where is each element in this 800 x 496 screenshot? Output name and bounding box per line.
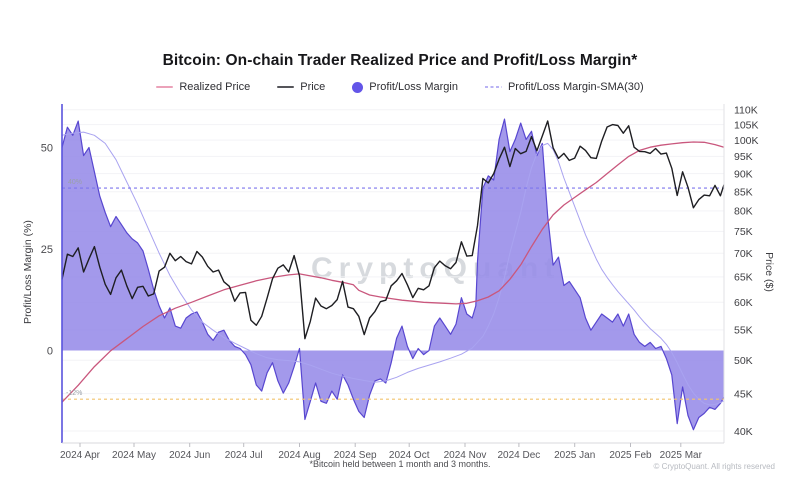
right-axis-tick: 110K	[734, 105, 758, 117]
right-axis-tick: 55K	[734, 325, 753, 337]
reference-line-label-neg12pct: -12%	[66, 390, 83, 397]
right-axis-tick: 50K	[734, 355, 753, 367]
right-axis-tick: 70K	[734, 248, 753, 260]
realized-price-line	[61, 141, 725, 403]
right-axis-tick: 100K	[734, 135, 759, 147]
right-axis-tick: 65K	[734, 272, 753, 284]
right-axis-tick: 90K	[734, 168, 753, 180]
legend-label: Realized Price	[179, 81, 251, 93]
x-axis-tick: 2024 Jul	[225, 450, 263, 461]
legend-label: Profit/Loss Margin-SMA(30)	[507, 81, 644, 93]
right-axis-tick: 75K	[734, 226, 753, 238]
x-axis-tick: 2024 May	[112, 450, 156, 461]
legend-item-profit-loss-margin[interactable]: Profit/Loss Margin	[352, 81, 458, 93]
legend: Realized Price Price Profit/Loss Margin …	[0, 81, 800, 93]
x-axis-tick: 2024 Aug	[278, 450, 320, 461]
right-axis-tick: 45K	[734, 388, 753, 400]
chart-footnote: *Bitcoin held between 1 month and 3 mont…	[309, 459, 491, 469]
x-axis-tick: 2024 Dec	[497, 450, 540, 461]
legend-label: Profit/Loss Margin	[369, 81, 458, 93]
left-axis-tick: 50	[41, 142, 53, 154]
right-axis-tick: 85K	[734, 187, 753, 199]
reference-line-label-40pct: 40%	[68, 179, 83, 186]
x-axis-tick: 2025 Jan	[554, 450, 595, 461]
right-axis-tick: 60K	[734, 297, 753, 309]
copyright-notice: © CryptoQuant. All rights reserved	[653, 462, 776, 471]
x-axis-tick: 2024 Nov	[444, 450, 487, 461]
right-axis-tick: 80K	[734, 206, 753, 218]
x-axis-tick: 2024 Oct	[389, 450, 430, 461]
chart-title: Bitcoin: On-chain Trader Realized Price …	[162, 52, 638, 69]
x-axis-tick: 2024 Apr	[60, 450, 101, 461]
profit-loss-margin-area	[62, 119, 724, 430]
left-axis-tick: 25	[41, 244, 53, 256]
legend-item-margin-sma[interactable]: Profit/Loss Margin-SMA(30)	[484, 81, 644, 93]
legend-item-price[interactable]: Price	[277, 81, 325, 93]
margin-circle-marker	[352, 81, 364, 93]
price-line-marker	[277, 85, 295, 89]
x-axis-tick: 2025 Mar	[660, 450, 703, 461]
x-axis-tick: 2025 Feb	[609, 450, 652, 461]
margin-sma-line	[61, 131, 725, 406]
price-line	[61, 120, 725, 340]
left-axis-tick: 0	[47, 345, 53, 357]
right-axis-tick: 105K	[734, 119, 759, 131]
right-axis-tick: 95K	[734, 151, 753, 163]
legend-label: Price	[300, 81, 326, 93]
profit-loss-margin-edge	[61, 118, 725, 431]
right-axis-tick: 40K	[734, 426, 753, 438]
margin-sma-dashed-marker	[484, 85, 502, 89]
realized-price-line-marker	[156, 85, 174, 89]
x-axis-tick: 2024 Sep	[334, 450, 377, 461]
legend-item-realized-price[interactable]: Realized Price	[156, 81, 250, 93]
x-axis-tick: 2024 Jun	[169, 450, 210, 461]
